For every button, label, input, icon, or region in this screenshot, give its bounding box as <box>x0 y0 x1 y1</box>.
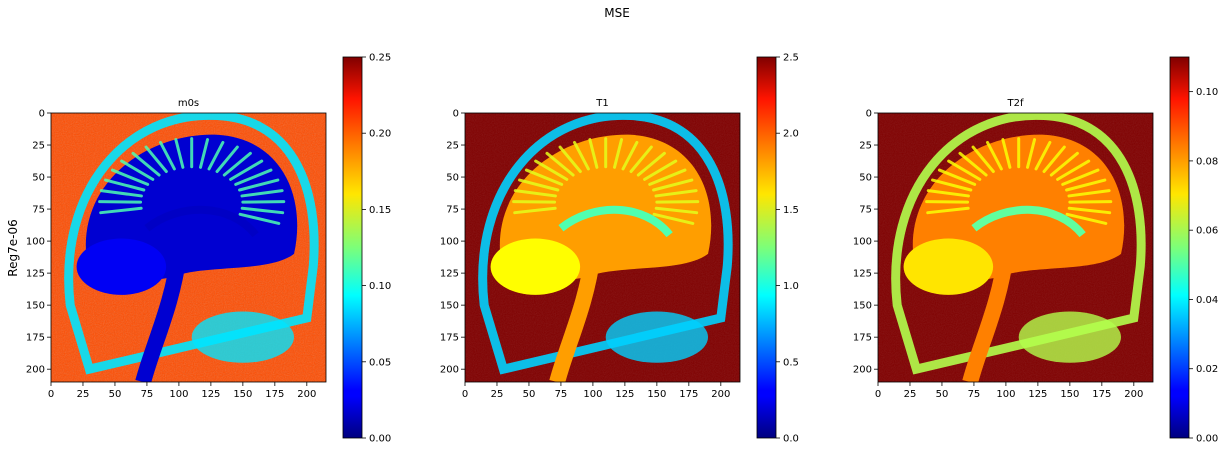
x-tick-label: 200 <box>297 389 316 400</box>
x-tick-label: 175 <box>1092 389 1111 400</box>
y-tick-label: 0 <box>39 109 45 120</box>
y-tick-label: 175 <box>26 333 45 344</box>
x-tick-label: 125 <box>201 389 220 400</box>
x-tick-label: 0 <box>462 389 468 400</box>
colorbar-tick-label: 0.08 <box>1196 156 1218 167</box>
y-tick-label: 100 <box>26 237 45 248</box>
x-tick-label: 200 <box>711 389 730 400</box>
panel-title: T2f <box>1007 98 1024 109</box>
x-tick-label: 150 <box>233 389 252 400</box>
colorbar-tick-label: 0.10 <box>1196 87 1218 98</box>
y-tick-label: 200 <box>440 365 459 376</box>
heatmap-image <box>878 113 1153 382</box>
panel-title: T1 <box>595 98 608 109</box>
x-tick-label: 25 <box>904 389 917 400</box>
y-tick-label: 50 <box>32 173 45 184</box>
panel-t2f: T2f 0 25 50 75 100 125 150 175 200 0 25 50 75 100 125 15… <box>853 56 1218 445</box>
y-tick-label: 75 <box>446 205 459 216</box>
y-tick-label: 100 <box>440 237 459 248</box>
y-tick-label: 0 <box>453 109 459 120</box>
x-tick-label: 25 <box>77 389 90 400</box>
x-tick-label: 150 <box>647 389 666 400</box>
colorbar-tick-label: 0.5 <box>783 357 799 368</box>
y-tick-label: 75 <box>859 205 872 216</box>
x-tick-label: 50 <box>109 389 122 400</box>
x-tick-label: 0 <box>875 389 881 400</box>
panel-m0s: m0s 0 25 50 75 100 125 150 175 200 0 25 50 75 100 125 15… <box>26 53 391 445</box>
colorbar-tick-label: 0.20 <box>369 129 391 140</box>
colorbar-tick-label: 0.04 <box>1196 295 1218 306</box>
y-tick-label: 100 <box>853 237 872 248</box>
x-tick-label: 75 <box>141 389 154 400</box>
y-tick-label: 150 <box>853 301 872 312</box>
colorbar-tick-label: 1.0 <box>783 281 799 292</box>
y-tick-label: 50 <box>446 173 459 184</box>
x-tick-label: 75 <box>555 389 568 400</box>
colorbar-tick-label: 2.0 <box>783 129 799 140</box>
y-tick-label: 175 <box>853 333 872 344</box>
y-tick-label: 150 <box>440 301 459 312</box>
x-tick-label: 100 <box>583 389 602 400</box>
x-tick-label: 200 <box>1124 389 1143 400</box>
x-tick-label: 125 <box>1028 389 1047 400</box>
y-tick-label: 125 <box>26 269 45 280</box>
panel-title: m0s <box>178 98 199 109</box>
y-tick-label: 200 <box>26 365 45 376</box>
figure-suptitle: MSE <box>604 6 630 20</box>
x-tick-label: 100 <box>169 389 188 400</box>
colorbar-tick-label: 0.00 <box>369 434 391 445</box>
colorbar <box>342 56 363 439</box>
colorbar-tick-label: 0.02 <box>1196 364 1218 375</box>
row-label: Reg7e-06 <box>6 219 20 276</box>
heatmap-image <box>51 113 326 382</box>
colorbar-tick-label: 2.5 <box>783 53 799 64</box>
panel-t1: T1 0 25 50 75 100 125 150 175 200 0 25 50 75 100 125 150… <box>440 53 799 445</box>
y-tick-label: 25 <box>446 141 459 152</box>
colorbar-tick-label: 1.5 <box>783 205 799 216</box>
axes-frame <box>877 112 1154 383</box>
heatmap-image <box>465 113 740 382</box>
y-tick-label: 0 <box>866 109 872 120</box>
x-tick-label: 50 <box>523 389 536 400</box>
x-tick-label: 50 <box>936 389 949 400</box>
y-tick-label: 175 <box>440 333 459 344</box>
axes-frame <box>50 112 327 383</box>
x-tick-label: 75 <box>968 389 981 400</box>
x-tick-label: 175 <box>265 389 284 400</box>
x-tick-label: 100 <box>996 389 1015 400</box>
y-tick-label: 125 <box>440 269 459 280</box>
colorbar-tick-label: 0.00 <box>1196 434 1218 445</box>
colorbar-tick-label: 0.05 <box>369 357 391 368</box>
y-tick-label: 200 <box>853 365 872 376</box>
colorbar <box>756 56 777 439</box>
y-tick-label: 125 <box>853 269 872 280</box>
y-tick-label: 25 <box>32 141 45 152</box>
axes-frame <box>464 112 741 383</box>
x-tick-label: 175 <box>679 389 698 400</box>
colorbar-tick-label: 0.10 <box>369 281 391 292</box>
x-tick-label: 125 <box>615 389 634 400</box>
y-tick-label: 25 <box>859 141 872 152</box>
colorbar-tick-label: 0.06 <box>1196 226 1218 237</box>
colorbar-tick-label: 0.0 <box>783 434 799 445</box>
x-tick-label: 0 <box>48 389 54 400</box>
x-tick-label: 150 <box>1060 389 1079 400</box>
colorbar-tick-label: 0.25 <box>369 53 391 64</box>
y-tick-label: 150 <box>26 301 45 312</box>
colorbar-tick-label: 0.15 <box>369 205 391 216</box>
y-tick-label: 75 <box>32 205 45 216</box>
y-tick-label: 50 <box>859 173 872 184</box>
colorbar <box>1169 56 1190 439</box>
x-tick-label: 25 <box>491 389 504 400</box>
